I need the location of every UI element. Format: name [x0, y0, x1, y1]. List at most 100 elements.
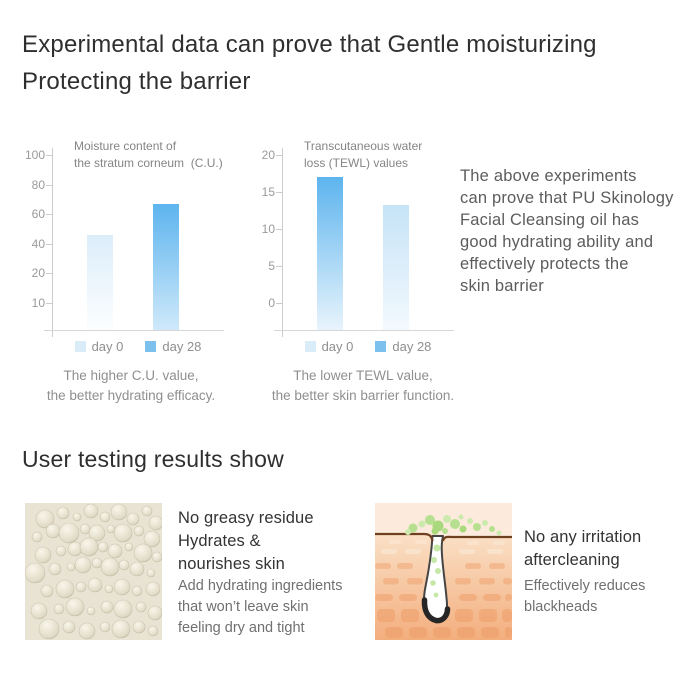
bubble	[55, 545, 67, 557]
bubble	[113, 599, 133, 619]
bubble	[62, 620, 76, 634]
y-axis-tick-mark	[46, 273, 52, 275]
legend-item: day 0	[304, 339, 354, 354]
y-axis-tick-label: 5	[268, 259, 275, 273]
y-axis-tick-label: 40	[31, 236, 45, 251]
bubble	[53, 603, 65, 615]
bubble	[143, 530, 161, 548]
bubble	[66, 562, 76, 572]
chart-title: Transcutaneous water loss (TEWL) values	[304, 139, 423, 170]
cleansing-particles	[405, 514, 502, 598]
y-axis-tick-mark	[46, 303, 52, 304]
bubble	[100, 600, 114, 614]
skin-surface-line	[375, 532, 512, 542]
blackhead	[421, 597, 451, 624]
bubble	[72, 512, 82, 522]
plot-area: 20 15 10 5 0	[258, 138, 464, 368]
bubble	[55, 579, 75, 599]
y-axis-tick-mark	[276, 303, 282, 304]
bubble	[107, 543, 123, 559]
legend-item: day 28	[375, 339, 431, 354]
bubble	[65, 597, 85, 617]
bubble	[146, 568, 156, 578]
moisture-bar-chart: 100 80 60 40 20 10 Moisture content of the st…	[25, 138, 234, 368]
y-axis-tick-label: 10	[261, 222, 275, 236]
bubble	[79, 523, 91, 535]
bubble	[151, 551, 162, 563]
bubble	[25, 562, 46, 584]
bubble	[67, 541, 83, 557]
bubble	[148, 515, 162, 531]
bubble	[78, 622, 96, 640]
skin-cells	[375, 563, 512, 638]
bubble	[113, 523, 133, 543]
bubble	[126, 512, 140, 526]
bubble	[129, 561, 145, 577]
bubble	[31, 531, 43, 543]
bubble	[110, 503, 128, 521]
chart-legend: day 0 day 28	[52, 339, 224, 354]
bubble	[79, 537, 99, 557]
legend-label: day 28	[392, 339, 432, 354]
skin-pore-illustration	[375, 503, 512, 640]
legend-item: day 28	[145, 339, 201, 354]
legend-swatch	[304, 341, 316, 352]
bubble	[91, 557, 103, 569]
bubble	[100, 557, 120, 577]
y-axis-tick-label: 20	[261, 148, 275, 162]
legend-label: day 0	[321, 339, 354, 354]
skin-cells-light	[381, 540, 505, 554]
bubble	[75, 581, 87, 593]
bubble	[99, 621, 111, 633]
legend-label: day 0	[91, 339, 124, 354]
bubble	[97, 541, 109, 553]
bubble	[135, 601, 147, 613]
bubble	[38, 618, 60, 640]
plot-area: 100 80 60 40 20 10	[25, 138, 234, 368]
bubble	[147, 605, 162, 621]
chart-legend: day 0 day 28	[282, 339, 454, 354]
skin-pore-image	[375, 503, 512, 640]
section-title: User testing results show	[22, 446, 284, 472]
bubble	[133, 543, 153, 563]
chart-caption: The higher C.U. value, the better hydrat…	[46, 368, 216, 403]
bubble	[111, 619, 131, 639]
bubble	[131, 585, 143, 597]
bar-day-28	[153, 203, 179, 330]
feature-heading: No any irritation aftercleaning	[524, 528, 642, 569]
tewl-bar-chart: 20 15 10 5 0 Transcutaneous water loss (TEWL…	[258, 138, 464, 368]
chart-caption: The lower TEWL value, the better skin ba…	[271, 368, 455, 403]
y-axis-line	[282, 148, 283, 337]
bubble	[30, 602, 48, 620]
experiment-conclusion-text: The above experiments can prove that PU …	[460, 167, 674, 295]
feature-heading: No greasy residue Hydrates & nourishes s…	[178, 509, 314, 573]
x-axis-baseline	[44, 330, 224, 331]
bubble	[56, 506, 70, 520]
legend-swatch	[145, 341, 157, 352]
bubble	[48, 562, 62, 576]
bubble	[35, 509, 55, 529]
legend-swatch	[375, 341, 387, 352]
feature-description: Effectively reduces blackheads	[524, 578, 646, 615]
y-axis-tick-mark	[46, 243, 52, 245]
feature-description: Add hydrating ingredients that won’t lea…	[178, 578, 343, 636]
bubble	[87, 577, 103, 593]
y-axis-tick-mark	[276, 155, 282, 156]
bubble	[145, 581, 161, 597]
y-axis-tick-label: 100	[24, 148, 45, 162]
y-axis-tick-mark	[276, 266, 282, 267]
bubble	[141, 505, 153, 517]
y-axis-tick-mark	[46, 184, 52, 186]
chart-title: Moisture content of the stratum corneum …	[74, 139, 223, 170]
y-axis-line	[52, 148, 53, 337]
bubble	[104, 584, 114, 594]
y-axis-tick-label: 10	[31, 296, 45, 310]
bubbles-illustration	[25, 503, 162, 640]
bubble	[133, 525, 145, 537]
y-axis-tick-mark	[46, 214, 52, 216]
bubble	[132, 620, 146, 634]
bubble	[86, 606, 96, 616]
bubble	[40, 584, 54, 598]
oil-bubbles-image	[25, 503, 162, 640]
